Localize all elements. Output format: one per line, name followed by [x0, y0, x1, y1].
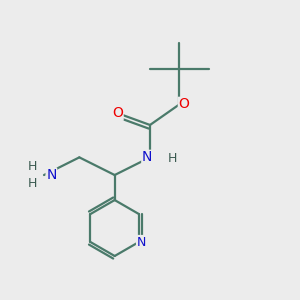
Text: O: O — [112, 106, 123, 120]
Text: O: O — [178, 98, 189, 111]
Text: N: N — [136, 236, 146, 248]
Text: H: H — [28, 160, 37, 173]
Text: H: H — [167, 152, 177, 165]
Text: H: H — [28, 177, 37, 190]
Text: N: N — [142, 150, 152, 164]
Text: N: N — [46, 168, 56, 182]
